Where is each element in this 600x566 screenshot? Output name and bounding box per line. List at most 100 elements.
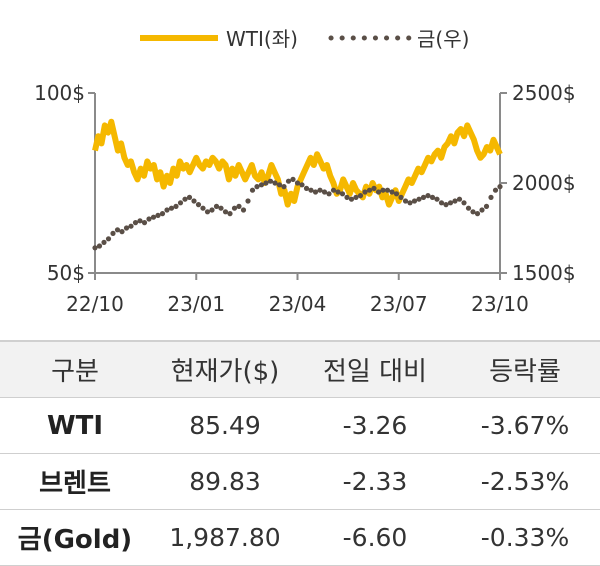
series-point-gold [443,202,449,208]
series-point-gold [182,196,188,202]
series-point-gold [348,196,355,202]
series-point-gold [92,245,98,251]
legend-wti-label: WTI(좌) [226,27,298,51]
table-header-row: 구분 현재가($) 전일 대비 등락률 [0,340,600,398]
series-point-gold [335,189,341,195]
series-point-gold [299,182,305,188]
series-point-gold [132,220,139,226]
series-point-gold [366,187,373,193]
series-point-gold [303,185,310,191]
series-point-gold [146,216,152,222]
series-point-gold [434,196,440,202]
cell-day-change: -3.26 [300,397,450,454]
series-point-gold [101,239,107,245]
series-layer [92,118,503,251]
series-point-gold [483,203,490,209]
row-label: 브렌트 [0,453,150,510]
cell-change-rate: -3.67% [450,397,600,454]
x-tick-label: 23/04 [269,292,327,316]
series-line-wti [92,118,503,208]
series-point-gold [393,191,400,197]
series-point-gold [456,196,463,202]
series-point-gold [429,194,436,200]
series-point-gold [173,203,179,209]
header-category: 구분 [0,340,150,398]
series-point-gold [123,225,130,231]
series-point-gold [411,198,418,204]
legend-gold-label: 금(우) [417,27,469,51]
y-right-tick-label: 2500$ [512,81,576,105]
series-point-gold [195,202,202,208]
series-point-gold [164,207,170,213]
series-point-gold [222,209,229,215]
series-point-gold [177,200,184,206]
cell-current-price: 85.49 [150,397,300,454]
series-point-gold [258,182,265,188]
series-point-gold [402,198,409,204]
series-point-gold [254,184,260,190]
series-point-gold [461,200,467,206]
series-point-gold [389,189,395,195]
series-point-gold [321,189,328,195]
ticks: 22/10 23/01 23/04 23/07 23/10 100$ 50$ 2500$ 200… [34,81,576,316]
header-day-change: 전일 대비 [300,340,450,398]
series-point-gold [209,207,215,213]
series-point-gold [231,205,238,211]
series-point-gold [416,196,422,202]
y-left-tick-label: 100$ [34,81,85,105]
cell-day-change: -6.60 [300,509,450,566]
cell-current-price: 89.83 [150,453,300,510]
series-point-gold [204,209,211,215]
y-left-tick-label: 50$ [47,261,85,285]
series-point-gold [375,189,382,195]
series-point-gold [362,189,368,195]
series-point-gold [447,200,454,206]
legend: WTI(좌) 금(우) [140,27,469,51]
series-point-gold [263,180,269,186]
series-point-gold [479,207,485,213]
series-point-gold [281,184,287,190]
series-point-gold [285,178,292,184]
series-point-gold [308,187,314,193]
series-point-gold [407,200,413,206]
y-right-tick-label: 1500$ [512,261,576,285]
price-table: 구분 현재가($) 전일 대비 등락률 WTI 85.49 -3.26 -3.6… [0,340,600,566]
series-point-gold [353,194,359,200]
series-point-gold [312,189,319,195]
series-point-gold [218,205,224,211]
series-point-gold [236,203,242,209]
series-point-gold [200,205,206,211]
series-point-gold [384,187,391,193]
series-point-gold [155,212,161,218]
x-tick-label: 23/10 [471,292,529,316]
series-point-gold [470,209,476,215]
series-point-gold [317,187,323,193]
series-point-gold [249,187,256,193]
row-label: WTI [0,397,150,454]
series-point-gold [294,180,301,186]
series-point-gold [159,211,166,217]
series-point-gold [119,229,125,235]
series-point-gold [380,187,386,193]
price-chart: WTI(좌) 금(우) 22/10 23/01 23/04 23/07 23/10 100… [34,27,576,316]
header-current-price: 현재가($) [150,340,300,398]
series-point-gold [474,211,481,217]
series-point-gold [267,178,274,184]
row-label: 금(Gold) [0,509,150,566]
series-point-gold [420,194,427,200]
cell-change-rate: -0.33% [450,509,600,566]
series-point-gold [330,187,337,193]
series-point-gold [326,191,332,197]
series-point-gold [398,194,404,200]
series-point-gold [240,207,247,213]
series-point-gold [96,243,103,249]
series-point-gold [488,194,494,200]
series-point-gold [452,198,458,204]
series-point-gold [339,191,346,197]
series-point-gold [438,200,445,206]
series-point-gold [128,223,134,229]
series-point-gold [213,203,220,209]
series-point-gold [227,211,233,217]
series-point-gold [110,230,116,236]
series-point-gold [492,187,499,193]
